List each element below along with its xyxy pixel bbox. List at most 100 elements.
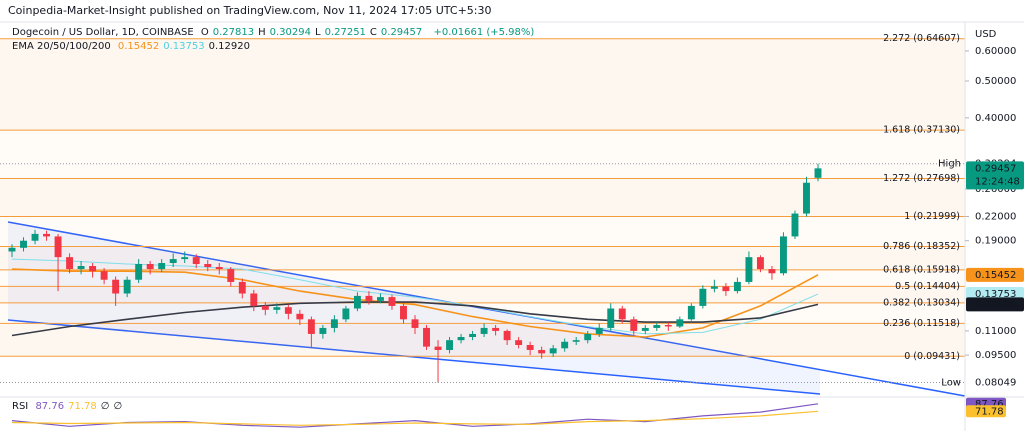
candle-body [330,319,338,328]
candle-body [469,333,477,338]
candle-body [791,213,799,237]
tag-name: High [938,159,961,170]
legend-ema: EMA 20/50/100/200 0.15452 0.13753 0.12920 [12,41,258,52]
candle-body [699,288,707,306]
y-tick-label: 0.40000 [975,113,1016,124]
ema-line [11,301,819,337]
fib-label: 1 (0.21999) [904,211,960,222]
price-tag [966,375,1024,390]
candle-body [641,327,649,331]
ohlc-key: H [258,27,266,38]
ohlc-value: 0.30294 [269,27,311,38]
fib-label: 0.786 (0.18352) [883,241,960,252]
candle-body [595,327,603,334]
header-bg [0,0,1024,22]
candle-body [515,340,523,345]
candle-body [423,327,430,347]
candle-body [492,327,500,331]
price-tag-label: 0.15452 [975,270,1016,281]
fib-zone [0,130,965,179]
change: +0.01661 (+5.98%) [433,27,535,38]
candle-body [653,325,661,328]
candle-body [135,263,143,280]
rsi-legend-value: 71.78 [68,401,97,412]
symbol-title: Dogecoin / US Dollar, 1D, COINBASE [12,27,194,38]
candle-body [296,313,304,320]
candle-body [584,333,592,341]
candle-body [388,297,396,306]
rsi-line [11,403,819,428]
y-tick-label: 0.11000 [975,326,1016,337]
fib-zone [0,302,965,324]
ohlc-value: 0.27251 [324,27,366,38]
fib-zone [0,38,965,131]
ohlc-key: C [369,27,377,38]
ohlc-value: 0.27813 [212,27,255,38]
candle-body [100,271,108,280]
candle-body [480,327,488,334]
candle-body [273,307,281,310]
candle-body [687,305,695,320]
currency: USD [975,29,997,40]
candle-body [756,257,764,270]
plot-layer [8,163,822,383]
candle-body [745,257,753,282]
fib-zone [0,269,965,287]
countdown: 12:24:48 [975,176,1020,187]
fib-label: 0 (0.09431) [904,351,960,362]
price-tag-label: 0.13753 [975,289,1016,300]
candle-body [192,257,200,264]
candle-body [607,308,615,328]
fib-label: 0.236 (0.11518) [883,318,960,329]
y-tick-label: 0.26000 [975,184,1016,195]
candle-body [710,286,718,289]
rsi-tag-label: 87.76 [975,399,1004,410]
fib-label: 0.5 (0.14404) [895,281,960,292]
candle-body [307,319,315,334]
y-tick-label: 0.09500 [975,350,1016,361]
publisher: Coinpedia-Market-Insight published on Tr… [8,4,491,17]
candle-body [664,325,672,327]
candle-body [549,348,557,354]
candle-body [814,168,822,178]
candle-body [284,307,292,314]
price-tag [966,297,1024,312]
candle-body [43,233,50,237]
rsi-title: RSI [12,401,29,412]
candle-body [54,236,62,258]
legend-main: Dogecoin / US Dollar, 1D, COINBASE O 0.27… [12,27,538,38]
ema-line [11,258,819,335]
candle-body [411,319,419,328]
candle-body [146,263,154,270]
axis-layer: 0.60000 0.50000 0.40000 0.26000 0.22000 0.190… [0,46,1024,428]
candle-body [123,279,131,294]
ema-value: 0.12920 [208,41,250,52]
fib-label: 1.272 (0.27698) [883,173,960,184]
candle-body [227,269,235,282]
candle-body [538,349,546,354]
ohlc-key: L [314,27,321,38]
ohlc-key: O [200,27,209,38]
ema-value: 0.13753 [163,41,205,52]
fib-label: 2.272 (0.64607) [883,33,960,44]
y-tick-label: 0.50000 [975,76,1016,87]
candle-body [630,319,638,331]
candle-body [238,281,246,294]
candle-body [722,286,730,292]
candle-body [250,293,258,306]
channel-upper [7,221,966,397]
candle-body [181,257,189,260]
rsi-legend-value: ∅ [113,401,123,412]
candle-body [365,295,373,301]
candle-body [561,341,569,349]
candle-body [66,257,74,270]
ohlc-value: 0.29457 [380,27,423,38]
candle-body [158,263,166,270]
y-tick-label: 0.22000 [975,212,1016,223]
candle-body [89,266,97,272]
price-tag-label: 0.12920 [975,299,1016,310]
ema-line [11,268,819,338]
candle-body [400,305,407,320]
